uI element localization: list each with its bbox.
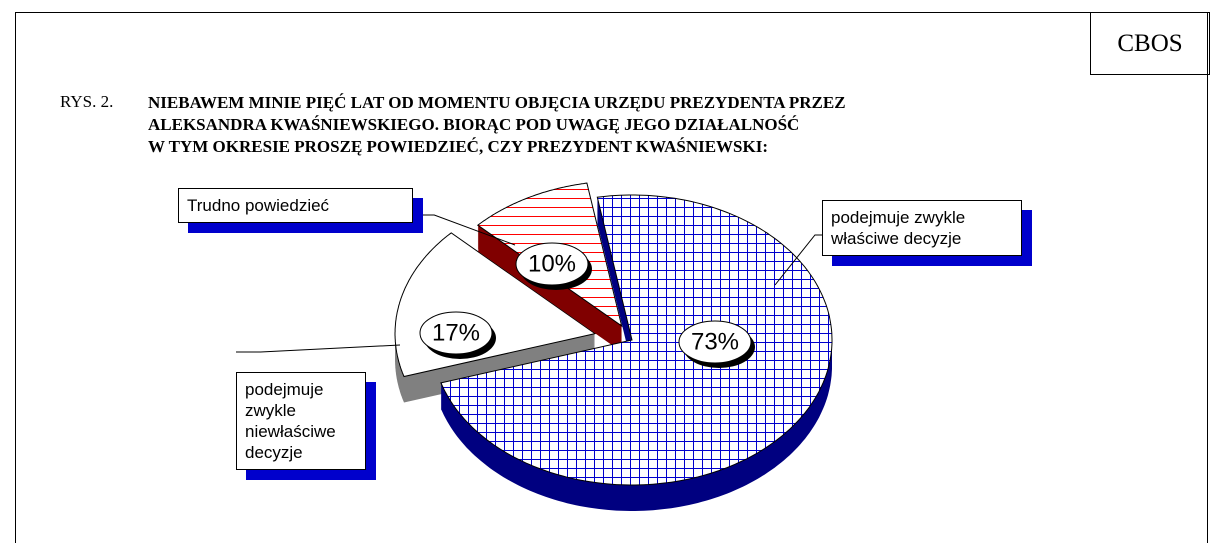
label-bg	[515, 242, 589, 286]
value-label: 10%	[528, 250, 576, 277]
title-line: W TYM OKRESIE PROSZĘ POWIEDZIEĆ, CZY PRE…	[148, 137, 769, 156]
title-line: NIEBAWEM MINIE PIĘĆ LAT OD MOMENTU OBJĘC…	[148, 93, 846, 112]
value-label: 73%	[691, 328, 739, 355]
leader-line	[774, 234, 822, 286]
frame	[15, 12, 1208, 543]
label-bg	[678, 320, 752, 364]
legend-label: podejmuje zwykle niewłaściwe decyzje	[236, 372, 366, 470]
chart-title: NIEBAWEM MINIE PIĘĆ LAT OD MOMENTU OBJĘC…	[148, 92, 846, 158]
title-line: ALEKSANDRA KWAŚNIEWSKIEGO. BIORĄC POD UW…	[148, 115, 800, 134]
figure-number: RYS. 2.	[60, 92, 114, 111]
label-bg	[419, 311, 493, 355]
legend-label: Trudno powiedzieć	[178, 188, 413, 223]
legend-label: podejmuje zwykle właściwe decyzje	[822, 200, 1022, 256]
leader-line	[236, 344, 401, 353]
value-label: 17%	[432, 319, 480, 346]
slice	[440, 194, 833, 486]
source: CBOS	[1090, 12, 1210, 75]
leader-line	[420, 214, 516, 246]
